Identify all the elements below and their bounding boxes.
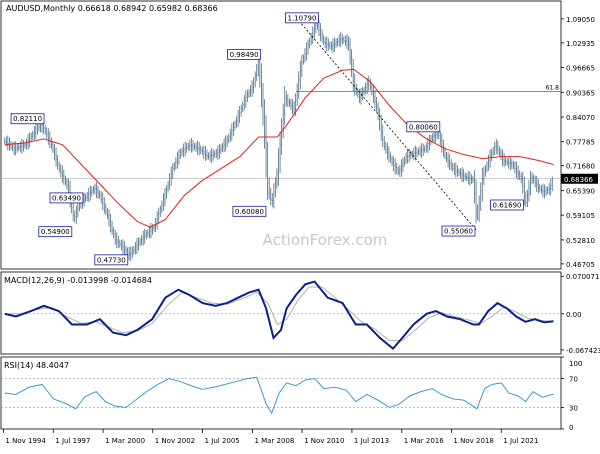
level-label: 0.61690: [493, 201, 522, 209]
x-tick-label: 1 Mar 2008: [254, 437, 294, 445]
trendline: [301, 23, 478, 232]
y-tick-label: 0.59105: [566, 212, 595, 220]
rsi-panel-marks: [1, 376, 561, 415]
level-label: 0.98490: [230, 51, 259, 59]
rsi-y-label: 30: [569, 404, 578, 412]
y-tick-label: 0.84070: [566, 114, 595, 122]
macd-panel-title: MACD(12,26,9) -0.013998 -0.014684: [4, 276, 152, 285]
level-label: 0.47730: [97, 256, 126, 264]
macd-y-label: -0.067423: [566, 347, 600, 355]
y-tick-label: 1.02935: [566, 40, 595, 48]
y-tick-label: 0.71680: [566, 163, 595, 171]
level-label-box: [94, 254, 129, 266]
rsi-y-axis: 100 70 30 0: [561, 356, 582, 432]
x-tick-label: 1 Jul 1997: [55, 437, 90, 445]
last-price-tag-label: 0.68366: [564, 176, 593, 184]
main-panel-marks: 61.8 1.10790 0.98490 0.82110 0.63490 0.54900 0…: [1, 12, 598, 266]
level-label-box: [49, 192, 84, 204]
moving-average-line: [4, 68, 554, 228]
level-label-box: [227, 48, 262, 60]
level-label-box: [490, 199, 524, 211]
y-tick-label: 0.77785: [566, 139, 595, 147]
x-tick-label: 1 Jul 2021: [503, 437, 538, 445]
level-label-box: [232, 205, 267, 217]
x-tick-label: 1 Nov 1994: [5, 437, 46, 445]
level-label-box: [441, 225, 476, 237]
rsi-panel: RSI(14) 48.4047 100 70 30 0: [0, 356, 582, 432]
x-tick-label: 1 Jul 2013: [354, 437, 389, 445]
x-tick-label: 1 Nov 2010: [304, 437, 344, 445]
rsi-y-label: 0: [569, 424, 573, 432]
y-tick-label: 0.96665: [566, 65, 595, 73]
y-tick-label: 0.90365: [566, 89, 595, 97]
rsi-y-label: 70: [569, 376, 578, 384]
x-tick-label: 1 Mar 2016: [404, 437, 444, 445]
y-tick-label: 0.65390: [566, 187, 595, 195]
rsi-panel-frame: [0, 356, 562, 430]
macd-panel-frame: [0, 271, 562, 355]
macd-panel: MACD(12,26,9) -0.013998 -0.014684 0.0700…: [0, 271, 600, 355]
level-label: 0.54900: [41, 228, 70, 236]
macd-y-axis: 0.070071 0.00 -0.067423: [561, 273, 600, 355]
main-panel-title: AUDUSD,Monthly 0.66618 0.68942 0.65982 0…: [6, 4, 218, 13]
level-label-box: [285, 12, 319, 24]
main-y-axis: 1.09050 1.02935 0.96665 0.90365 0.84070 0.777…: [561, 16, 595, 269]
macd-y-label: 0.070071: [566, 273, 599, 281]
y-tick-label: 1.09050: [566, 16, 595, 24]
level-label-box: [406, 121, 441, 133]
y-tick-label: 0.52810: [566, 237, 595, 245]
watermark: ActionForex.com: [263, 231, 388, 249]
x-tick-label: 1 Nov 2002: [155, 437, 195, 445]
x-tick-label: 1 Jul 2005: [205, 437, 240, 445]
x-tick-label: 1 Nov 2018: [453, 437, 493, 445]
last-price-tag: [561, 173, 598, 184]
rsi-y-label: 100: [569, 360, 582, 368]
fib-level-label: 61.8: [546, 84, 560, 91]
macd-line: [4, 280, 554, 350]
main-panel-frame: [0, 0, 562, 270]
level-label: 0.63490: [52, 194, 81, 202]
level-label: 0.60080: [235, 208, 264, 216]
x-axis: 1 Nov 1994 1 Jul 1997 1 Mar 2000 1 Nov 2002…: [3, 429, 538, 445]
macd-panel-marks: [1, 280, 561, 350]
x-tick-label: 1 Mar 2000: [105, 437, 145, 445]
level-label: 0.55060: [444, 228, 473, 236]
y-tick-label: 0.46705: [566, 261, 595, 269]
main-panel: 61.8 1.10790 0.98490 0.82110 0.63490 0.54900 0…: [0, 0, 598, 270]
level-label: 0.80060: [409, 123, 438, 131]
rsi-panel-title: RSI(14) 48.4047: [4, 361, 69, 370]
level-label: 1.10790: [287, 14, 316, 22]
level-label: 0.82110: [13, 115, 42, 123]
level-label-box: [38, 226, 73, 238]
rsi-line: [4, 376, 554, 415]
level-label-box: [10, 113, 45, 125]
macd-y-label: 0.00: [566, 311, 582, 319]
